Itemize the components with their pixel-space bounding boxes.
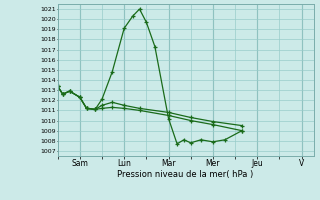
X-axis label: Pression niveau de la mer( hPa ): Pression niveau de la mer( hPa ) xyxy=(117,170,254,179)
